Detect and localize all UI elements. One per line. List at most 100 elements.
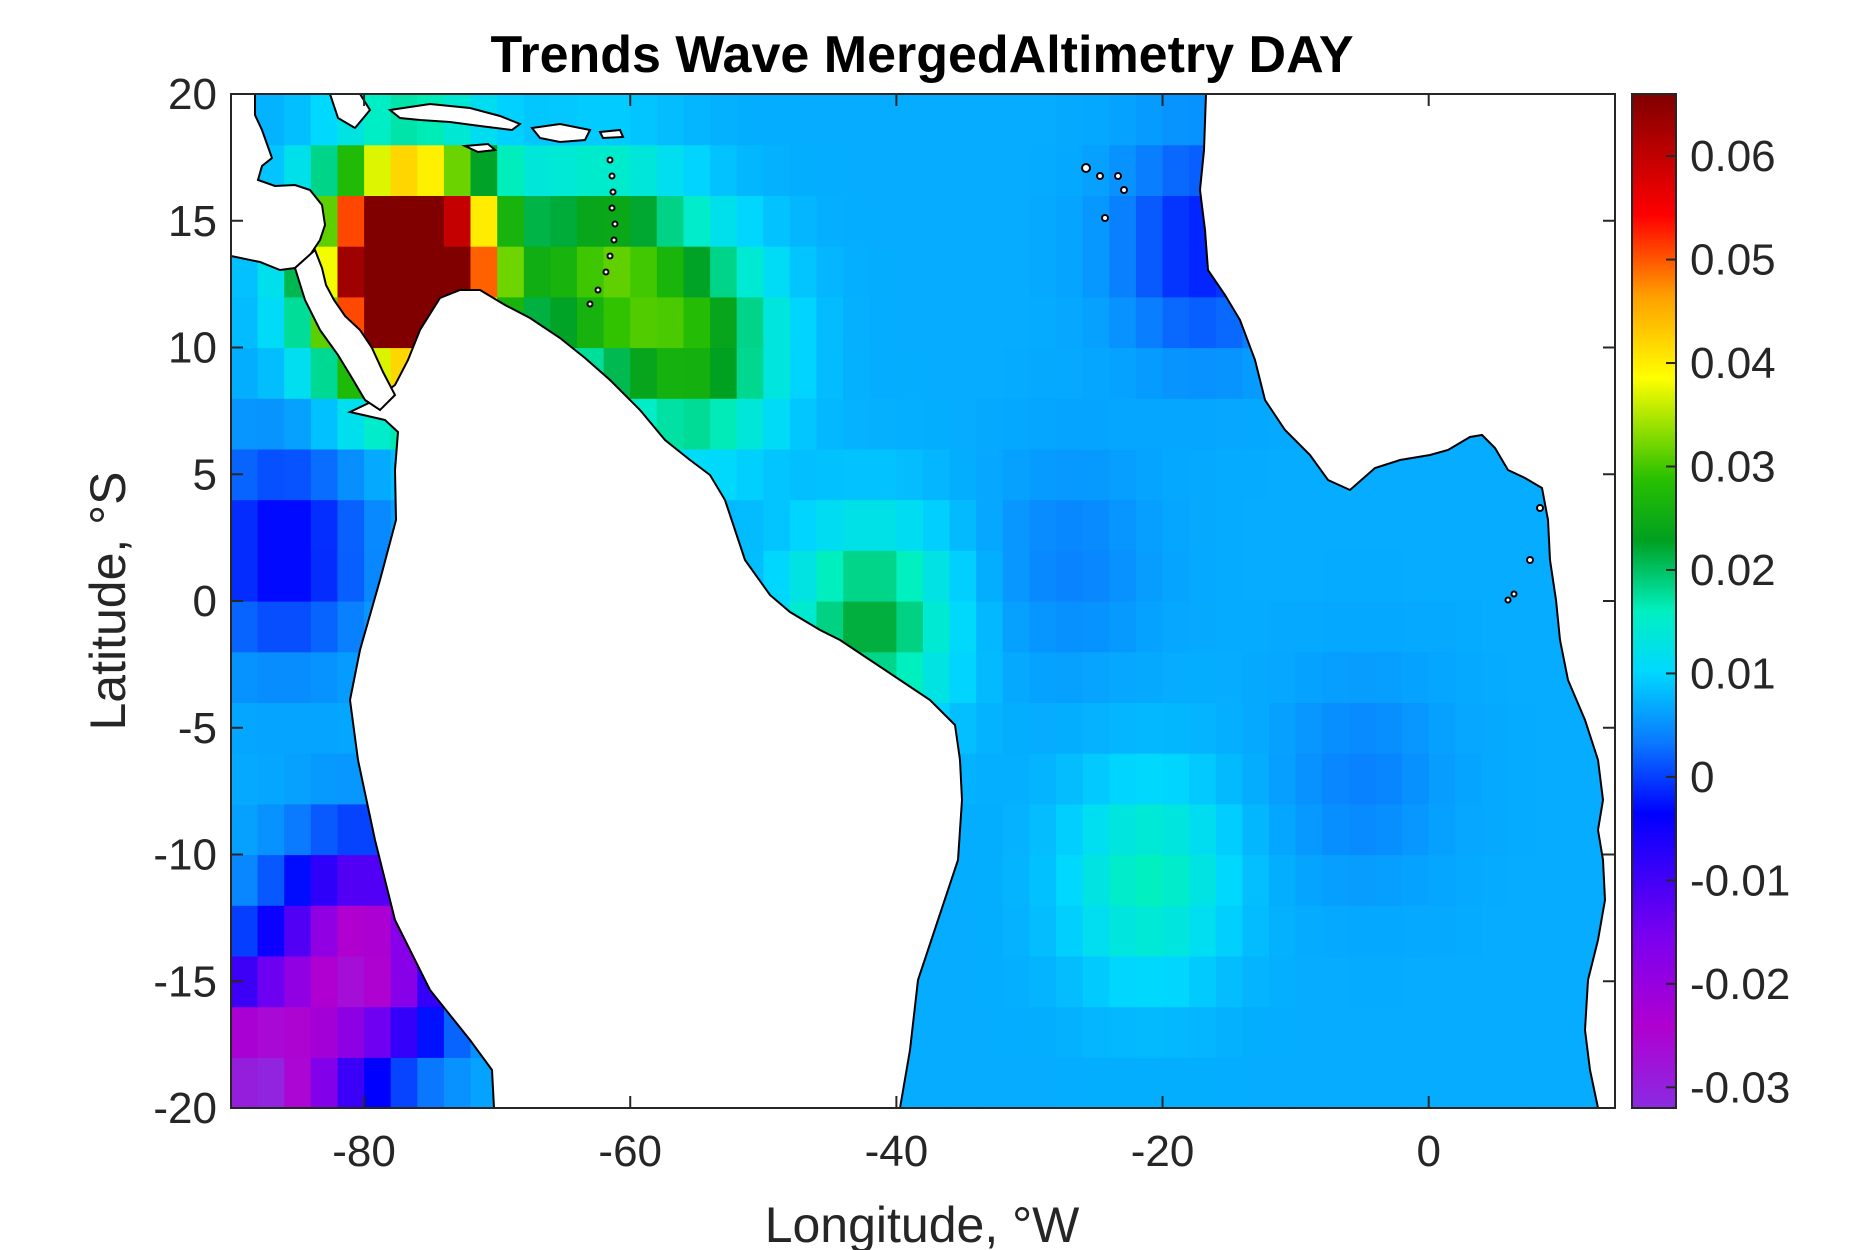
heatmap-cell [1508,601,1536,653]
heatmap-cell [257,905,285,957]
heatmap-cell [1295,550,1323,602]
heatmap-cell [1481,1006,1510,1058]
heatmap-cell [231,347,259,399]
hispaniola-island [530,122,592,144]
heatmap-cell [630,296,658,349]
heatmap-cell [789,144,818,196]
heatmap-cell [1029,905,1057,957]
heatmap-cell [231,753,259,805]
heatmap-cell [1082,499,1110,551]
heatmap-cell [1508,905,1536,957]
heatmap-cell [1029,1057,1057,1108]
heatmap-cell [816,246,844,298]
heatmap-cell [923,1006,951,1058]
x-tick-label: -80 [332,1127,396,1176]
heatmap-cell [683,246,711,298]
heatmap-cell [976,601,1004,653]
heatmap-cell [1348,955,1376,1008]
heatmap-cell [337,955,365,1008]
heatmap-cell [1428,702,1456,754]
heatmap-cell [630,347,658,399]
heatmap-cell [337,1057,365,1108]
heatmap-cell [257,398,285,450]
heatmap-cell [1162,854,1190,906]
heatmap-cell [1135,347,1164,399]
heatmap-cell [763,398,791,450]
heatmap-cell [550,195,578,247]
heatmap-cell [1348,803,1376,856]
heatmap-cell [1215,499,1243,551]
heatmap-cell [284,651,312,703]
heatmap-cell [1242,905,1270,957]
heatmap-cell [1295,1057,1323,1108]
heatmap-cell [1135,296,1164,349]
heatmap-cell [1162,499,1190,551]
colorbar-tick-label: 0.05 [1690,236,1776,285]
heatmap-cell [869,94,897,146]
heatmap-cell [417,1006,445,1058]
heatmap-cell [976,448,1004,501]
heatmap-cell [923,195,951,247]
heatmap-cell [736,246,764,298]
heatmap-cell [763,94,791,146]
heatmap-cell [1402,702,1430,754]
heatmap-cell [257,550,285,602]
heatmap-cell [390,296,418,349]
heatmap-cell [231,398,259,450]
heatmap-cell [1215,702,1243,754]
heatmap-cell [1109,905,1137,957]
heatmap-cell [1508,955,1536,1008]
heatmap-cell [1508,803,1536,856]
heatmap-cell [417,144,445,196]
heatmap-cell [1029,347,1057,399]
heatmap-cell [1269,601,1297,653]
heatmap-cell [1322,702,1350,754]
heatmap-cell [1455,905,1483,957]
heatmap-cell [869,347,897,399]
heatmap-cell [1162,905,1190,957]
heatmap-cell [949,94,977,146]
heatmap-grid [231,94,1615,1108]
y-tick-label: -10 [153,831,217,880]
heatmap-cell [497,195,525,247]
heatmap-cell [257,347,285,399]
heatmap-cell [1242,398,1270,450]
heatmap-cell [736,195,764,247]
heatmap-cell [257,803,285,856]
heatmap-cell [1215,905,1243,957]
heatmap-cell [656,144,684,196]
heatmap-cell [656,94,684,146]
heatmap-cell [1561,1057,1589,1108]
heatmap-cell [1189,753,1217,805]
heatmap-cell [310,702,338,754]
heatmap-cell [1002,753,1030,805]
heatmap-cell [1056,499,1084,551]
heatmap-cell [1162,1006,1190,1058]
heatmap-cell [896,144,924,196]
heatmap-cell [1402,651,1430,703]
heatmap-cell [763,448,791,501]
heatmap-cell [1481,854,1510,906]
heatmap-cell [1002,702,1030,754]
heatmap-cell [1455,955,1483,1008]
heatmap-cell [337,854,365,906]
heatmap-cell [310,448,338,501]
heatmap-cell [1056,296,1084,349]
heatmap-cell [1082,1006,1110,1058]
heatmap-cell [789,398,818,450]
heatmap-cell [1508,651,1536,703]
heatmap-cell [923,144,951,196]
heatmap-cell [390,195,418,247]
heatmap-cell [1295,803,1323,856]
heatmap-cell [869,448,897,501]
heatmap-cell [337,1006,365,1058]
heatmap-cell [789,296,818,349]
heatmap-cell [1269,550,1297,602]
heatmap-cell [1082,753,1110,805]
heatmap-cell [1109,246,1137,298]
heatmap-cell [1269,803,1297,856]
heatmap-cell [1375,905,1403,957]
heatmap-cell [470,195,498,247]
heatmap-cell [1269,499,1297,551]
heatmap-cell [1269,905,1297,957]
